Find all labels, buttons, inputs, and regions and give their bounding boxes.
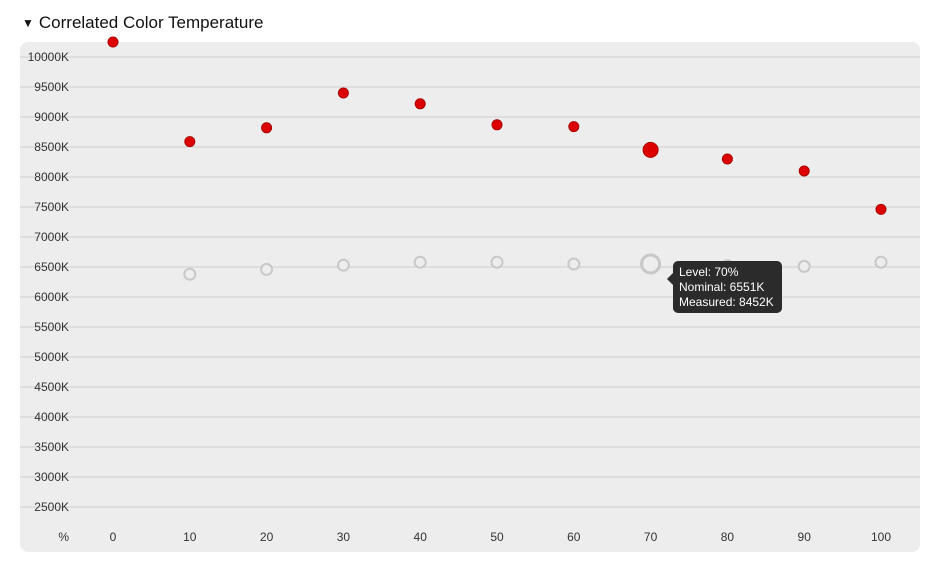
x-tick-label: 0	[110, 530, 117, 544]
chart-tooltip: Level: 70% Nominal: 6551K Measured: 8452…	[667, 261, 782, 313]
tooltip-level: Level: 70%	[679, 265, 739, 279]
x-tick-label: 50	[490, 530, 504, 544]
section-header-cct[interactable]: ▼ Correlated Color Temperature	[22, 12, 263, 34]
x-tick-label: 30	[337, 530, 351, 544]
y-tick-label: 4500K	[34, 380, 69, 394]
nominal-point	[567, 257, 581, 271]
y-tick-label: 9500K	[34, 80, 69, 94]
nominal-point	[640, 253, 662, 275]
y-tick-label: 4000K	[34, 410, 69, 424]
tooltip-measured: Measured: 8452K	[679, 295, 774, 309]
tooltip-nominal: Nominal: 6551K	[679, 280, 765, 294]
y-tick-label: 3000K	[34, 470, 69, 484]
measured-point	[107, 36, 119, 48]
nominal-point	[874, 255, 888, 269]
measured-point	[261, 122, 273, 134]
measured-point	[798, 165, 810, 177]
y-tick-label: 8500K	[34, 140, 69, 154]
nominal-point	[336, 258, 350, 272]
y-tick-label: 9000K	[34, 110, 69, 124]
x-tick-label: 70	[644, 530, 658, 544]
x-tick-label: 100	[871, 530, 891, 544]
x-tick-label: 20	[260, 530, 274, 544]
y-tick-label: 8000K	[34, 170, 69, 184]
nominal-point	[490, 255, 504, 269]
y-tick-label: 7500K	[34, 200, 69, 214]
y-tick-label: 5500K	[34, 320, 69, 334]
y-tick-label: 10000K	[28, 50, 69, 64]
measured-point	[721, 153, 733, 165]
measured-point	[337, 87, 349, 99]
measured-point	[491, 119, 503, 131]
nominal-point	[183, 267, 197, 281]
measured-point	[568, 121, 580, 133]
y-tick-label: 6500K	[34, 260, 69, 274]
measured-point	[184, 136, 196, 148]
x-tick-label: 10	[183, 530, 197, 544]
x-unit-label: %	[58, 530, 69, 544]
y-tick-label: 5000K	[34, 350, 69, 364]
x-tick-label: 80	[721, 530, 735, 544]
measured-point	[642, 141, 659, 158]
nominal-point	[260, 262, 274, 276]
y-tick-label: 3500K	[34, 440, 69, 454]
collapse-caret-icon[interactable]: ▼	[22, 16, 34, 30]
measured-point	[414, 98, 426, 110]
y-tick-label: 6000K	[34, 290, 69, 304]
nominal-point	[797, 259, 811, 273]
section-title: Correlated Color Temperature	[38, 13, 264, 32]
y-tick-label: 2500K	[34, 500, 69, 514]
x-tick-label: 60	[567, 530, 581, 544]
nominal-point	[413, 255, 427, 269]
x-tick-label: 90	[798, 530, 812, 544]
x-tick-label: 40	[414, 530, 428, 544]
measured-point	[875, 203, 887, 215]
y-tick-label: 7000K	[34, 230, 69, 244]
